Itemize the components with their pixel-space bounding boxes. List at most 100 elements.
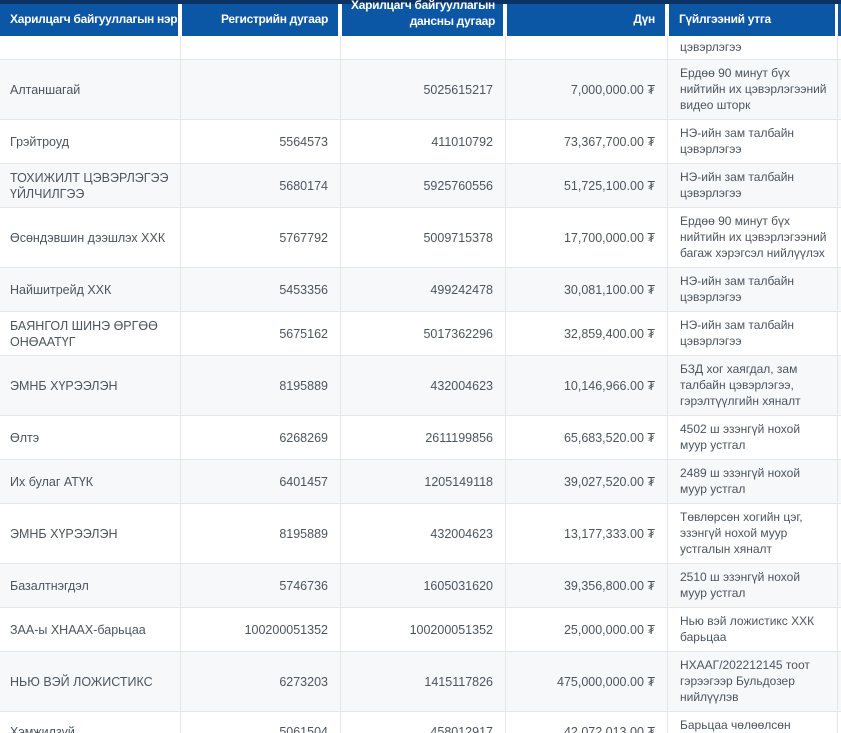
table-row: БАЯНГОЛ ШИНЭ ӨРГӨӨ ОНӨААТҮГ 5675162 5017… [0,312,841,356]
column-header-account-line2: дансны дугаар [409,14,496,28]
account-cell: 5017362296 [340,312,505,355]
registry-cell: 100200051352 [180,608,340,651]
registry-cell: 5767792 [180,208,340,267]
org-name-cell: ЭМНБ ХҮРЭЭЛЭН [10,378,118,393]
overflow-sliver-cell [837,564,841,607]
table-row: Их булаг АТҮК 6401457 1205149118 39,027,… [0,460,841,504]
account-cell: 2611199856 [340,416,505,459]
account-cell: 499242478 [340,268,505,311]
description-cell: НХААГ/202212145 тоот гэрээгээр Бульдозер… [667,652,837,711]
table-row: Базалтнэгдэл 5746736 1605031620 39,356,8… [0,564,841,608]
table-row: Өсөндэвшин дээшлэх ХХК 5767792 500971537… [0,208,841,268]
description-cell: НЭ-ийн зам талбайн цэвэрлэгээ [667,120,837,163]
overflow-sliver-cell [837,608,841,651]
top-edge-strip [0,0,841,4]
table-body: цэвэрлэгээ Алтаншагай 5025615217 7,000,0… [0,36,841,733]
org-name-cell: Базалтнэгдэл [10,578,89,593]
amount-cell: 73,367,700.00 ₮ [505,120,667,163]
column-header-org-name: Харилцагч байгууллагын нэр [0,4,178,36]
table-row: Грэйтроуд 5564573 411010792 73,367,700.0… [0,120,841,164]
org-name-cell [0,36,180,59]
registry-cell: 6273203 [180,652,340,711]
overflow-sliver-cell [837,504,841,563]
amount-cell [505,36,667,59]
overflow-sliver-cell [837,460,841,503]
amount-cell: 17,700,000.00 ₮ [505,208,667,267]
account-cell: 5009715378 [340,208,505,267]
registry-cell: 5061504 [180,712,340,733]
overflow-sliver-cell [837,120,841,163]
registry-cell: 5680174 [180,164,340,207]
org-name-cell: Өсөндэвшин дээшлэх ХХК [10,230,166,245]
table-row: Алтаншагай 5025615217 7,000,000.00 ₮ Ерд… [0,60,841,120]
amount-cell: 51,725,100.00 ₮ [505,164,667,207]
registry-cell: 8195889 [180,504,340,563]
overflow-sliver-cell [837,312,841,355]
overflow-sliver-cell [837,36,841,59]
column-header-description: Гүйлгээний утга [669,4,835,36]
table-row: ЗАА-ы ХНААХ-барьцаа 100200051352 1002000… [0,608,841,652]
org-name-cell: ЗАА-ы ХНААХ-барьцаа [10,622,146,637]
amount-cell: 7,000,000.00 ₮ [505,60,667,119]
overflow-sliver-cell [837,268,841,311]
org-name-cell: Алтаншагай [10,82,81,97]
org-name-cell: Өлтэ [10,430,40,445]
registry-cell: 5453356 [180,268,340,311]
table-row: ЭМНБ ХҮРЭЭЛЭН 8195889 432004623 10,146,9… [0,356,841,416]
table-header: Харилцагч байгууллагын нэр Регистрийн ду… [0,0,841,36]
registry-cell: 5675162 [180,312,340,355]
column-header-account: Харилцагч байгууллагын дансны дугаар [342,0,503,36]
table-row: НЬЮ ВЭЙ ЛОЖИСТИКС 6273203 1415117826 475… [0,652,841,712]
account-cell: 432004623 [340,504,505,563]
amount-cell: 475,000,000.00 ₮ [505,652,667,711]
org-name-cell: Найшитрейд ХХК [10,282,112,297]
description-cell: Төвлөрсөн хогийн цэг, эзэнгүй нохой муур… [667,504,837,563]
org-name-cell: Их булаг АТҮК [10,474,94,489]
amount-cell: 10,146,966.00 ₮ [505,356,667,415]
org-name-cell: Грэйтроуд [10,134,69,149]
table-row: ТОХИЖИЛТ ЦЭВЭРЛЭГЭЭ ҮЙЛЧИЛГЭЭ 5680174 59… [0,164,841,208]
amount-cell: 39,027,520.00 ₮ [505,460,667,503]
amount-cell: 25,000,000.00 ₮ [505,608,667,651]
amount-cell: 30,081,100.00 ₮ [505,268,667,311]
account-cell: 432004623 [340,356,505,415]
account-cell: 1605031620 [340,564,505,607]
registry-cell: 5746736 [180,564,340,607]
account-cell: 1415117826 [340,652,505,711]
account-cell: 1205149118 [340,460,505,503]
account-cell [340,36,505,59]
org-name-cell: НЬЮ ВЭЙ ЛОЖИСТИКС [10,674,153,689]
description-cell: 2510 ш эзэнгүй нохой муур устгал [667,564,837,607]
column-header-account-line1: Харилцагч байгууллагын [351,0,495,12]
description-cell: Ердөө 90 минут бүх нийтийн их цэвэрлэгээ… [667,60,837,119]
description-cell: Нью вэй ложистикс ХХК барьцаа [667,608,837,651]
overflow-sliver-cell [837,356,841,415]
partial-table-row: цэвэрлэгээ [0,36,841,60]
description-cell: Ердөө 90 минут бүх нийтийн их цэвэрлэгээ… [667,208,837,267]
amount-cell: 32,859,400.00 ₮ [505,312,667,355]
table-row: Найшитрейд ХХК 5453356 499242478 30,081,… [0,268,841,312]
account-cell: 5025615217 [340,60,505,119]
description-cell: НЭ-ийн зам талбайн цэвэрлэгээ [667,268,837,311]
description-cell: 4502 ш эзэнгүй нохой муур устгал [667,416,837,459]
overflow-sliver-cell [837,712,841,733]
description-cell: цэвэрлэгээ [667,36,837,59]
description-cell: НЭ-ийн зам талбайн цэвэрлэгээ [667,312,837,355]
table-row: Хэмжилзүй 5061504 458012917 42,072,013.0… [0,712,841,733]
table-row: ЭМНБ ХҮРЭЭЛЭН 8195889 432004623 13,177,3… [0,504,841,564]
registry-cell: 8195889 [180,356,340,415]
overflow-sliver-cell [837,164,841,207]
account-cell: 5925760556 [340,164,505,207]
description-cell: 2489 ш эзэнгүй нохой муур устгал [667,460,837,503]
description-cell: НЭ-ийн зам талбайн цэвэрлэгээ [667,164,837,207]
account-cell: 100200051352 [340,608,505,651]
org-name-cell: Хэмжилзүй [10,725,75,733]
overflow-sliver-cell [837,416,841,459]
org-name-cell: ЭМНБ ХҮРЭЭЛЭН [10,526,118,541]
amount-cell: 65,683,520.00 ₮ [505,416,667,459]
overflow-sliver-cell [837,208,841,267]
amount-cell: 42,072,013.00 ₮ [505,712,667,733]
registry-cell: 6268269 [180,416,340,459]
account-cell: 458012917 [340,712,505,733]
